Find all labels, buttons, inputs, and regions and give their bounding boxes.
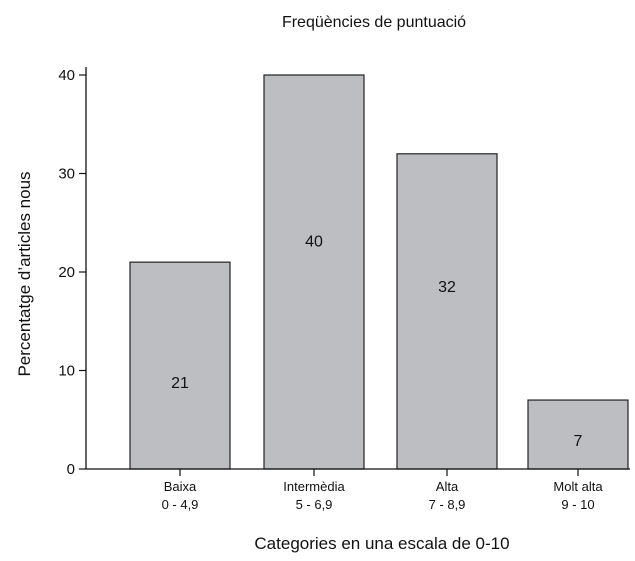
y-tick-label: 0 [67, 461, 75, 478]
bars-layer [129, 74, 629, 470]
x-tick-label-range: 5 - 6,9 [296, 497, 333, 512]
labels-layer: 21 40 32 7 [171, 233, 582, 450]
x-tick-label-name: Baixa [164, 479, 197, 494]
bar-value-label: 21 [171, 375, 189, 392]
x-tick-label-name: Molt alta [553, 479, 603, 494]
x-tick-label-name: Intermèdia [283, 479, 345, 494]
axes-layer: 0 10 20 30 40 Baixa 0 - 4,9 Intermèdia 5 - 6,9 Al… [58, 67, 630, 512]
x-axis-title: Categories en una escala de 0-10 [254, 534, 509, 553]
y-axis-title: Percentatge d’articles nous [15, 171, 34, 376]
x-tick-label-range: 0 - 4,9 [162, 497, 199, 512]
bar-value-label: 40 [305, 233, 323, 250]
y-tick-label: 20 [58, 264, 75, 281]
x-tick-label-name: Alta [436, 479, 459, 494]
x-tick-label-range: 9 - 10 [561, 497, 594, 512]
bar-alta [396, 153, 498, 470]
bar-molt-alta [527, 399, 629, 470]
y-tick-label: 30 [58, 166, 75, 183]
x-tick-label-range: 7 - 8,9 [429, 497, 466, 512]
bar-value-label: 7 [574, 433, 583, 450]
y-tick-label: 40 [58, 67, 75, 84]
bar-baixa [129, 261, 231, 470]
bar-intermèdia [263, 74, 365, 470]
bar-value-label: 32 [438, 279, 456, 296]
chart-title: Freqüències de puntuació [282, 14, 466, 31]
y-tick-label: 10 [58, 363, 75, 380]
